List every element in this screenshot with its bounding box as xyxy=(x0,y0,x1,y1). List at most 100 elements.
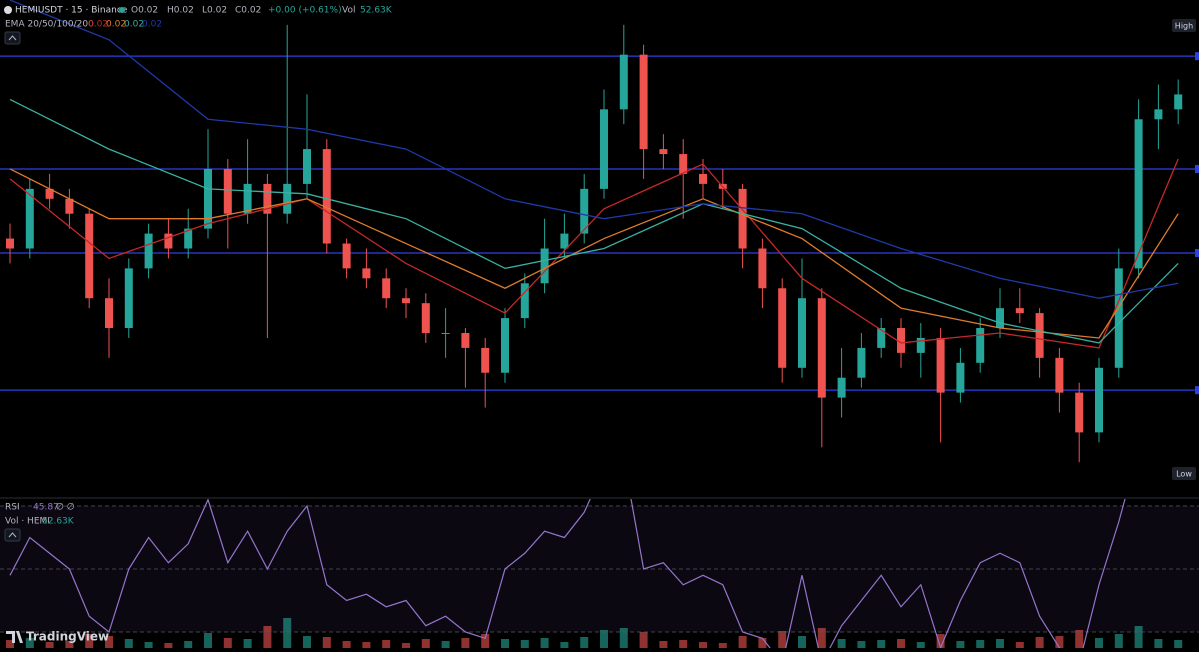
volume-bar xyxy=(263,626,272,648)
low-label: Low xyxy=(1176,470,1192,479)
ema-line xyxy=(9,158,1179,349)
volume-bar xyxy=(342,641,351,648)
volume-bar xyxy=(758,638,767,648)
volume-bar xyxy=(283,618,292,648)
candle-body xyxy=(877,328,886,348)
volume-bar xyxy=(778,631,787,648)
volume-bar xyxy=(699,642,707,648)
volume-bar xyxy=(204,633,212,648)
volume-bar xyxy=(164,643,173,648)
vol-label: Vol xyxy=(342,6,355,16)
candle-body xyxy=(837,377,846,398)
volume-bar xyxy=(540,638,549,648)
volume-bar xyxy=(916,642,925,648)
volume-bar xyxy=(105,636,113,648)
candle-body xyxy=(679,154,688,174)
candle-body xyxy=(1075,392,1084,433)
candle-body xyxy=(124,268,133,329)
candle-body xyxy=(778,288,787,368)
collapse-button[interactable] xyxy=(4,528,21,542)
low-badge xyxy=(1172,467,1196,480)
candle-body xyxy=(382,278,391,299)
candle-body xyxy=(441,332,450,334)
candle-body xyxy=(1015,308,1024,314)
candle-body xyxy=(283,183,292,214)
candle-body xyxy=(25,188,34,249)
candle-body xyxy=(1134,119,1143,269)
candle-body xyxy=(560,233,569,249)
candle-body xyxy=(164,233,173,249)
volume-bar xyxy=(659,641,668,648)
candle-body xyxy=(204,168,212,229)
volume-bar xyxy=(1075,630,1084,648)
volume-bar xyxy=(461,638,470,648)
volume-bar xyxy=(144,642,153,648)
volume-bar xyxy=(619,628,628,648)
volume-bar xyxy=(124,639,133,648)
volume-bar xyxy=(441,641,450,648)
volume-bar xyxy=(1015,642,1024,648)
vol-value: 52.63K xyxy=(360,6,393,16)
candle-body xyxy=(1154,109,1163,120)
header: HEMIUSDT · 15 · Binance O0.02 H0.02 L0.0… xyxy=(4,6,393,45)
volume-bar xyxy=(580,637,589,648)
candle-body xyxy=(342,243,351,269)
candle-body xyxy=(501,318,509,373)
candle-body xyxy=(322,149,331,244)
candle-body xyxy=(1035,313,1044,358)
candle-body xyxy=(916,337,925,353)
candle-body xyxy=(45,188,54,199)
candle-body xyxy=(659,149,668,155)
volume-bar xyxy=(362,642,371,648)
volume-bar xyxy=(718,643,727,648)
volume-bar xyxy=(25,638,34,648)
volume-bar xyxy=(679,640,688,648)
volume-bar xyxy=(837,639,846,648)
candle-body xyxy=(6,238,14,249)
candle-body xyxy=(580,188,589,234)
candle-body xyxy=(758,248,767,289)
brand-logo xyxy=(6,631,23,643)
volume-bar xyxy=(223,638,232,648)
change: +0.00 (+0.61%) xyxy=(268,6,342,16)
candle-body xyxy=(263,183,272,214)
candle-body xyxy=(520,283,529,319)
level-handle xyxy=(1195,164,1199,173)
volume-bar xyxy=(243,639,252,648)
candle-body xyxy=(738,188,747,249)
ema-line xyxy=(9,98,1179,344)
candle-body xyxy=(976,328,985,363)
volume-bar xyxy=(798,636,806,648)
chevron xyxy=(8,35,17,41)
candle-body xyxy=(481,347,490,373)
volume-bar xyxy=(85,634,94,648)
ema-value: 0.02 xyxy=(106,20,126,30)
volume-bar xyxy=(520,640,529,648)
level-handle xyxy=(1195,248,1199,257)
candle-body xyxy=(65,198,74,214)
volume-bar xyxy=(639,632,648,648)
volume-bar xyxy=(184,641,193,648)
candle-body xyxy=(105,298,113,329)
ema-value: 0.02 xyxy=(88,20,108,30)
collapse-button[interactable] xyxy=(4,31,21,45)
candle-body xyxy=(362,268,371,279)
ema-value: 0.02 xyxy=(124,20,144,30)
volume-bar xyxy=(501,639,509,648)
volume-bar xyxy=(600,630,608,648)
rsi-pane xyxy=(9,499,1126,648)
volume-bar xyxy=(1154,639,1163,648)
volume-bar xyxy=(322,637,331,648)
candle-body xyxy=(798,298,806,368)
rsi-line xyxy=(9,499,1126,648)
ema-line xyxy=(9,168,1179,339)
candle-body xyxy=(1055,357,1064,393)
level-handle xyxy=(1195,386,1199,395)
candle-body xyxy=(699,173,707,184)
symbol-icon xyxy=(4,6,12,14)
status-dot xyxy=(119,7,125,13)
candle-body xyxy=(996,308,1004,329)
